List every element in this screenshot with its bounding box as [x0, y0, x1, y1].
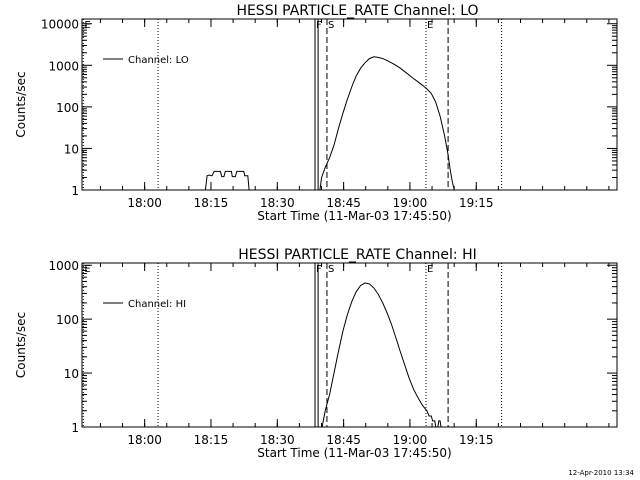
- x-tick-label: 18:45: [326, 433, 361, 447]
- x-tick-label: 18:15: [194, 196, 229, 210]
- y-tick-label: 10: [64, 367, 79, 381]
- y-axis-label: Counts/sec: [14, 312, 28, 378]
- x-tick-label: 19:15: [459, 196, 494, 210]
- marker-label: S: [328, 264, 334, 275]
- marker-label: F: [316, 20, 322, 31]
- y-tick-label: 1000: [48, 59, 79, 73]
- marker-label: E: [84, 20, 90, 31]
- timestamp-label: 12-Apr-2010 13:34: [568, 469, 634, 477]
- y-tick-label: 1000: [48, 259, 79, 273]
- x-tick-label: 18:00: [127, 196, 162, 210]
- x-tick-label: 18:45: [326, 196, 361, 210]
- chart-panel-hi: HESSI PARTICLE_RATE Channel: HI 1 10 100 100…: [14, 247, 618, 460]
- x-axis-label: Start Time (11-Mar-03 17:45:50): [257, 209, 451, 223]
- x-tick-label: 18:15: [194, 433, 229, 447]
- y-tick-label: 1: [71, 184, 79, 198]
- chart-title: HESSI PARTICLE_RATE Channel: HI: [238, 247, 476, 263]
- y-tick-label: 1: [71, 421, 79, 435]
- y-tick-label: 10000: [41, 18, 79, 32]
- y-tick-label: 100: [56, 313, 79, 327]
- series-line: [321, 282, 437, 428]
- marker-label: S: [328, 20, 334, 31]
- x-tick-label: 18:30: [260, 196, 295, 210]
- chart-panel-lo: HESSI PARTICLE_RATE Channel: LO 1 10 100 100…: [14, 3, 618, 223]
- series-line: [319, 56, 455, 191]
- x-tick-label: 19:15: [459, 433, 494, 447]
- legend-label: Channel: LO: [128, 55, 189, 66]
- marker-label: E: [427, 20, 433, 31]
- series-line: [437, 420, 442, 428]
- plot-frame: [81, 18, 618, 191]
- series-line: [204, 170, 250, 191]
- x-tick-label: 19:00: [393, 433, 428, 447]
- chart-title: HESSI PARTICLE_RATE Channel: LO: [236, 3, 478, 19]
- x-tick-label: 18:00: [127, 433, 162, 447]
- x-axis-label: Start Time (11-Mar-03 17:45:50): [257, 446, 451, 460]
- legend-label: Channel: HI: [128, 299, 186, 310]
- x-tick-label: 18:30: [260, 433, 295, 447]
- marker-label: E: [427, 264, 433, 275]
- marker-label: F: [316, 264, 322, 275]
- x-tick-label: 19:00: [393, 196, 428, 210]
- plot-frame: [81, 262, 618, 428]
- marker-label: E: [84, 264, 90, 275]
- y-tick-label: 100: [56, 101, 79, 115]
- y-axis-label: Counts/sec: [14, 71, 28, 137]
- y-tick-label: 10: [64, 142, 79, 156]
